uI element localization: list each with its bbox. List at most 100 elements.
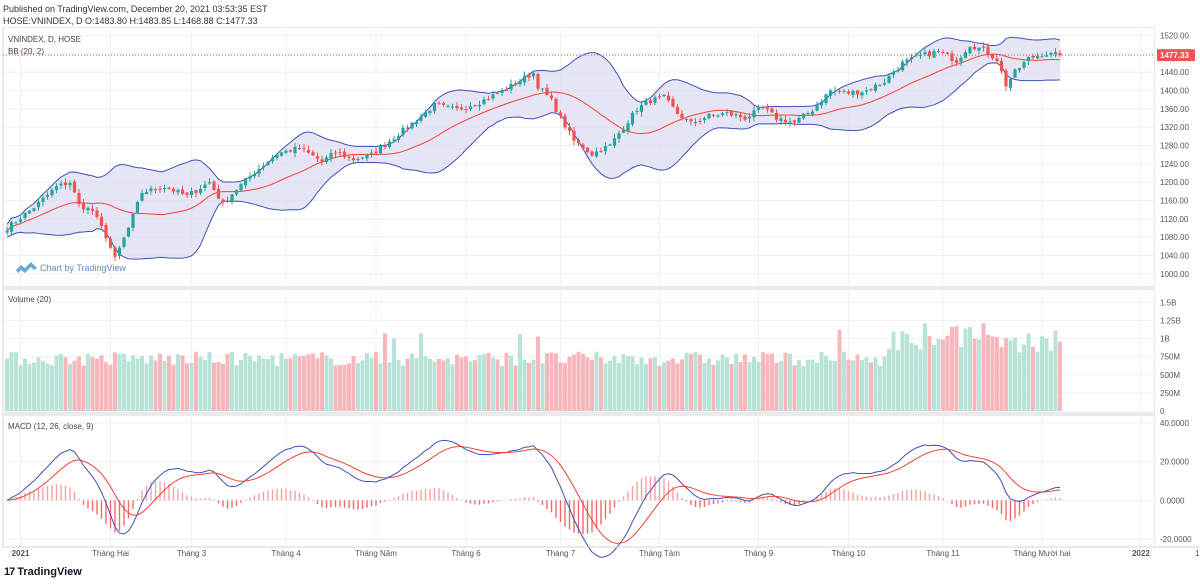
candle-body — [486, 99, 491, 101]
candle-body — [500, 90, 504, 94]
candle-body — [459, 107, 464, 110]
volume-bar — [369, 358, 374, 411]
volume-bar — [104, 362, 108, 411]
volume-bar — [378, 363, 383, 411]
candle-body — [180, 189, 185, 194]
volume-bar — [149, 355, 153, 411]
macd-histogram — [10, 476, 1061, 535]
watermark — [16, 262, 37, 273]
candle-body — [41, 197, 45, 203]
volume-bar — [221, 363, 225, 411]
candle-body — [617, 133, 621, 139]
volume-bar — [887, 348, 891, 411]
candle-body — [324, 157, 329, 163]
candle-body — [765, 107, 770, 110]
volume-bar — [698, 354, 702, 411]
x-tick-label: 19 — [1195, 549, 1200, 558]
candle-body — [198, 188, 203, 193]
volume-bar — [36, 357, 41, 411]
brand-name: TradingView — [17, 566, 82, 578]
candle-body — [923, 52, 927, 55]
publish-info: Published on TradingView.com, December 2… — [3, 4, 268, 14]
candle-body — [126, 227, 131, 237]
candle-body — [212, 181, 216, 190]
candle-body — [1040, 56, 1044, 58]
candle-body — [896, 69, 900, 72]
candle-body — [963, 52, 968, 59]
watermark-text: Chart by TradingView — [40, 263, 126, 273]
candle-body — [819, 102, 824, 106]
candle-body — [99, 216, 104, 227]
candle-body — [401, 127, 405, 136]
volume-bar — [189, 362, 194, 411]
candle-body — [1049, 52, 1053, 55]
volume-bar — [360, 360, 365, 411]
volume-bar — [527, 362, 531, 411]
volume-bar — [549, 352, 554, 411]
volume-bar — [275, 365, 279, 411]
volume-bar — [513, 365, 518, 411]
candle-body — [135, 201, 140, 213]
volume-bar — [797, 359, 801, 411]
volume-bar — [963, 328, 968, 411]
volume-bar — [743, 354, 747, 411]
candle-body — [932, 51, 936, 58]
volume-bar — [293, 354, 297, 411]
price-tick-label: 1360.00 — [1160, 105, 1189, 114]
candle-body — [243, 178, 248, 186]
volume-bar — [135, 358, 140, 411]
volume-bar — [1058, 341, 1062, 411]
volume-bar — [563, 362, 567, 411]
candle-body — [887, 75, 891, 83]
candle-body — [396, 136, 401, 141]
volume-bar — [468, 361, 473, 411]
volume-bar — [450, 364, 455, 411]
volume-bar — [788, 353, 792, 411]
candle-body — [5, 230, 9, 233]
volume-bar — [675, 363, 680, 411]
volume-bar — [383, 333, 387, 411]
volume-bar — [90, 357, 95, 411]
candle-body — [36, 201, 41, 208]
volume-bar — [1053, 330, 1058, 411]
candle-body — [315, 156, 320, 159]
candle-body — [905, 59, 909, 63]
candle-body — [333, 152, 338, 154]
volume-bar — [644, 364, 648, 411]
volume-bar — [239, 359, 243, 411]
candle-body — [1053, 52, 1058, 55]
candle-body — [900, 61, 905, 71]
volume-tick-label: 500M — [1160, 371, 1180, 380]
candle-body — [270, 157, 275, 162]
volume-bar — [815, 362, 819, 411]
candle-body — [729, 111, 734, 116]
candle-body — [513, 83, 518, 85]
volume-bar — [923, 323, 927, 411]
candle-body — [239, 184, 243, 191]
candle-body — [477, 104, 482, 107]
volume-bar — [590, 359, 594, 411]
candle-body — [603, 146, 608, 152]
candle-body — [936, 51, 941, 53]
volume-bar — [968, 327, 972, 411]
candle-body — [846, 91, 851, 94]
price-tick-label: 1080.00 — [1160, 233, 1189, 242]
volume-bar — [896, 350, 900, 411]
volume-tick-label: 0 — [1160, 407, 1165, 416]
volume-bar — [518, 334, 522, 411]
volume-bar — [432, 361, 437, 411]
candle-body — [842, 90, 846, 92]
volume-tick-label: 1.5B — [1160, 298, 1176, 307]
volume-bar — [594, 351, 599, 411]
volume-bar — [86, 353, 90, 411]
volume-bar — [351, 355, 356, 411]
candle-body — [572, 130, 576, 141]
tradingview-footer: 17 TradingView — [4, 566, 82, 578]
volume-bar — [837, 330, 842, 411]
price-tick-label: 1320.00 — [1160, 123, 1189, 132]
candle-body — [482, 99, 486, 105]
volume-bar — [545, 353, 549, 411]
candle-body — [414, 121, 419, 124]
volume-bar — [720, 354, 725, 411]
candle-body — [423, 112, 428, 117]
